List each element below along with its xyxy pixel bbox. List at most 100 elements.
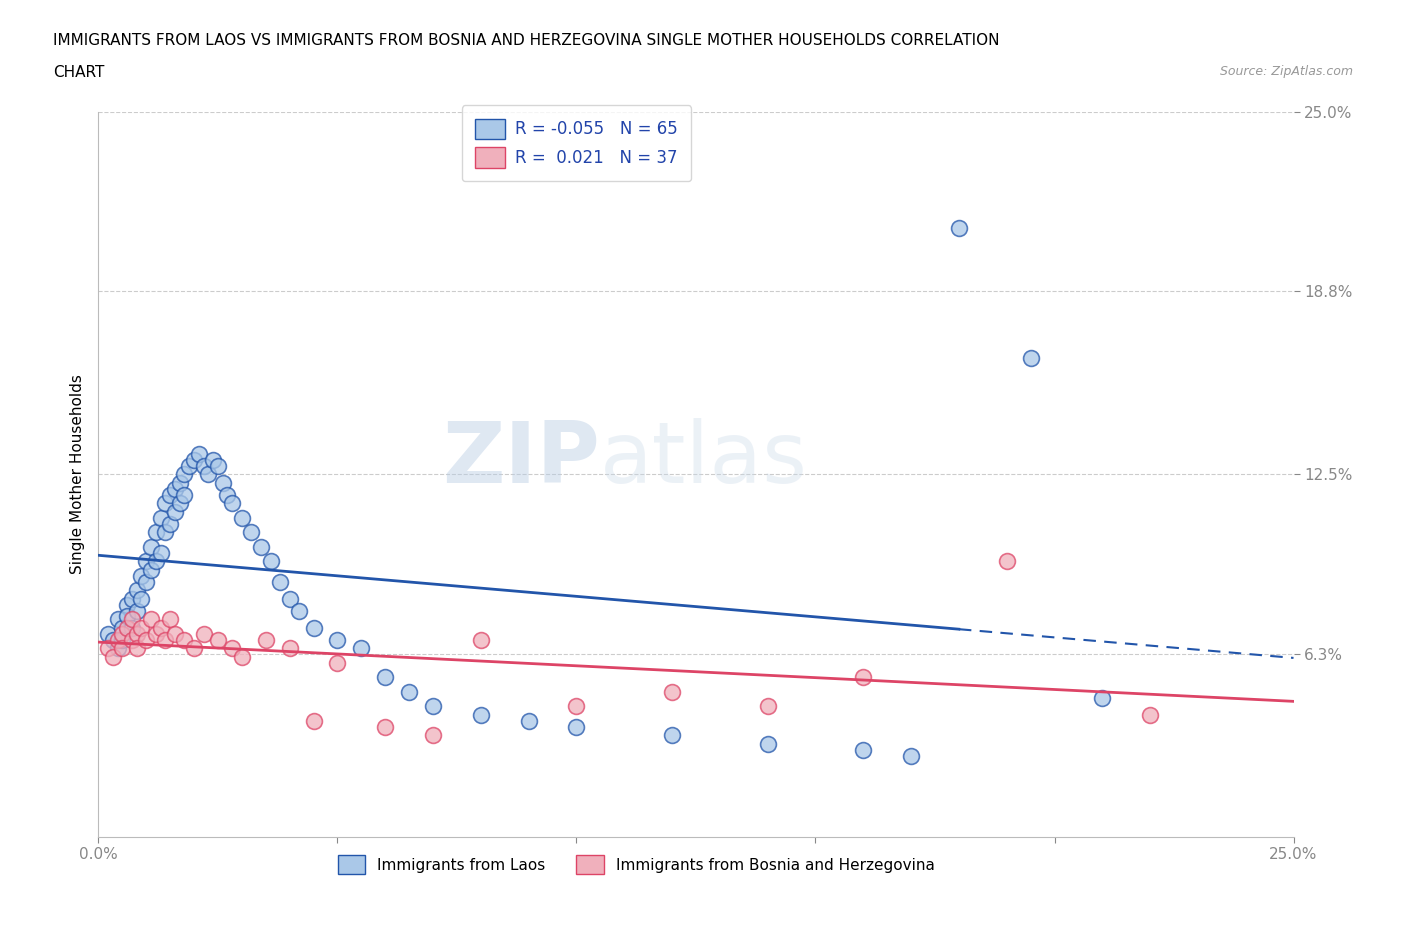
Point [254, 632, 277, 647]
Text: Source: ZipAtlas.com: Source: ZipAtlas.com [1219, 65, 1353, 78]
Point [278, 641, 301, 656]
Point [115, 609, 138, 624]
Point [121, 632, 143, 647]
Point [470, 708, 492, 723]
Point [374, 670, 396, 684]
Point [183, 452, 205, 467]
Point [131, 591, 153, 606]
Text: IMMIGRANTS FROM LAOS VS IMMIGRANTS FROM BOSNIA AND HERZEGOVINA SINGLE MOTHER HOU: IMMIGRANTS FROM LAOS VS IMMIGRANTS FROM … [53, 33, 1000, 47]
Point [107, 632, 129, 647]
Point [231, 511, 253, 525]
Point [139, 563, 162, 578]
Point [422, 699, 444, 714]
Text: ZIP: ZIP [443, 418, 600, 501]
Point [302, 620, 325, 635]
Point [995, 554, 1018, 569]
Point [565, 699, 588, 714]
Point [221, 496, 243, 511]
Point [302, 713, 325, 728]
Point [852, 742, 875, 757]
Point [149, 620, 172, 635]
Point [149, 511, 172, 525]
Point [135, 632, 157, 647]
Point [163, 505, 186, 520]
Point [207, 632, 229, 647]
Point [187, 446, 209, 461]
Point [173, 467, 195, 482]
Point [1091, 690, 1114, 705]
Point [193, 627, 215, 642]
Point [565, 719, 588, 734]
Point [1019, 351, 1042, 365]
Point [197, 467, 219, 482]
Point [115, 620, 138, 635]
Point [145, 554, 167, 569]
Point [211, 475, 233, 490]
Point [97, 641, 120, 656]
Point [756, 737, 779, 751]
Point [661, 684, 683, 699]
Point [149, 545, 172, 560]
Point [852, 670, 875, 684]
Point [470, 632, 492, 647]
Point [107, 612, 129, 627]
Point [135, 574, 157, 589]
Point [517, 713, 540, 728]
Point [121, 591, 143, 606]
Point [202, 452, 225, 467]
Point [125, 641, 148, 656]
Point [159, 516, 181, 531]
Point [269, 574, 291, 589]
Point [139, 539, 162, 554]
Point [221, 641, 243, 656]
Point [131, 620, 153, 635]
Point [250, 539, 273, 554]
Text: CHART: CHART [53, 65, 105, 80]
Point [155, 496, 177, 511]
Point [193, 458, 215, 473]
Point [107, 641, 129, 656]
Point [288, 604, 311, 618]
Point [1139, 708, 1161, 723]
Point [121, 612, 143, 627]
Point [179, 458, 201, 473]
Point [159, 612, 181, 627]
Point [350, 641, 373, 656]
Point [173, 487, 195, 502]
Point [169, 475, 191, 490]
Y-axis label: Single Mother Households: Single Mother Households [69, 375, 84, 574]
Point [155, 632, 177, 647]
Point [125, 583, 148, 598]
Point [259, 554, 281, 569]
Point [125, 604, 148, 618]
Point [135, 554, 157, 569]
Point [326, 632, 349, 647]
Point [101, 650, 124, 665]
Point [326, 656, 349, 671]
Point [948, 220, 970, 235]
Point [278, 591, 301, 606]
Point [111, 620, 134, 635]
Point [231, 650, 253, 665]
Point [145, 525, 167, 539]
Point [131, 568, 153, 583]
Point [145, 627, 167, 642]
Point [111, 632, 134, 647]
Point [101, 632, 124, 647]
Point [97, 627, 120, 642]
Point [163, 627, 186, 642]
Point [207, 458, 229, 473]
Point [111, 641, 134, 656]
Point [756, 699, 779, 714]
Point [155, 525, 177, 539]
Point [173, 632, 195, 647]
Point [240, 525, 263, 539]
Point [111, 627, 134, 642]
Point [163, 482, 186, 497]
Point [125, 627, 148, 642]
Point [139, 612, 162, 627]
Point [121, 620, 143, 635]
Point [661, 728, 683, 743]
Text: atlas: atlas [600, 418, 808, 501]
Point [900, 749, 922, 764]
